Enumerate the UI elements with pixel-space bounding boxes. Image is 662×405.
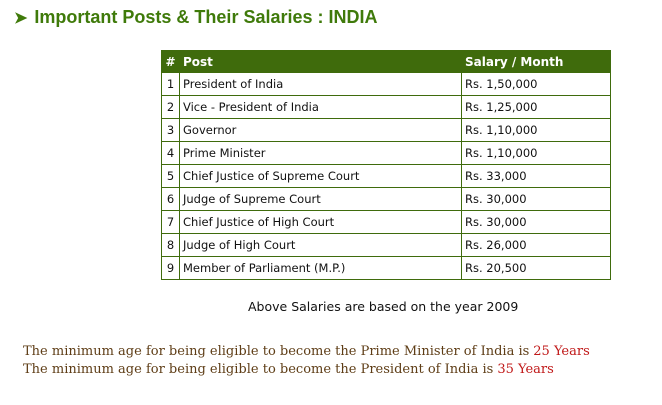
post-cell: Chief Justice of High Court — [179, 210, 462, 234]
age-note-president: The minimum age for being eligible to be… — [23, 362, 554, 377]
post-cell: Judge of High Court — [179, 233, 462, 257]
table-row: 8 Judge of High Court Rs. 26,000 — [161, 233, 611, 257]
header-row: # Post Salary / Month — [161, 50, 611, 73]
row-number: 6 — [161, 187, 180, 211]
salary-table-body: 1 President of India Rs. 1,50,000 2 Vice… — [161, 72, 611, 280]
salary-table-header: # Post Salary / Month — [161, 50, 611, 73]
salary-cell: Rs. 1,10,000 — [461, 118, 611, 142]
table-row: 3 Governor Rs. 1,10,000 — [161, 118, 611, 142]
salary-cell: Rs. 1,25,000 — [461, 95, 611, 119]
table-row: 7 Chief Justice of High Court Rs. 30,000 — [161, 210, 611, 234]
row-number: 5 — [161, 164, 180, 188]
page-title: Important Posts & Their Salaries : INDIA — [34, 7, 378, 27]
post-cell: Vice - President of India — [179, 95, 462, 119]
column-header-salary: Salary / Month — [461, 50, 611, 73]
salary-cell: Rs. 30,000 — [461, 187, 611, 211]
salary-cell: Rs. 20,500 — [461, 256, 611, 280]
age-note-value: 25 Years — [533, 344, 590, 359]
row-number: 8 — [161, 233, 180, 257]
column-header-number: # — [161, 50, 180, 73]
table-row: 1 President of India Rs. 1,50,000 — [161, 72, 611, 96]
age-note-value: 35 Years — [497, 362, 554, 377]
salary-table: # Post Salary / Month 1 President of Ind… — [161, 50, 611, 280]
salary-cell: Rs. 1,50,000 — [461, 72, 611, 96]
salary-cell: Rs. 33,000 — [461, 164, 611, 188]
row-number: 7 — [161, 210, 180, 234]
age-note-prime-minister: The minimum age for being eligible to be… — [23, 344, 590, 359]
salary-cell: Rs. 1,10,000 — [461, 141, 611, 165]
post-cell: President of India — [179, 72, 462, 96]
post-cell: Member of Parliament (M.P.) — [179, 256, 462, 280]
table-row: 5 Chief Justice of Supreme Court Rs. 33,… — [161, 164, 611, 188]
row-number: 4 — [161, 141, 180, 165]
arrow-right-icon: ➤ — [14, 10, 28, 27]
table-row: 2 Vice - President of India Rs. 1,25,000 — [161, 95, 611, 119]
post-cell: Governor — [179, 118, 462, 142]
salary-cell: Rs. 26,000 — [461, 233, 611, 257]
table-row: 9 Member of Parliament (M.P.) Rs. 20,500 — [161, 256, 611, 280]
page-heading: ➤ Important Posts & Their Salaries : IND… — [14, 7, 378, 28]
post-cell: Prime Minister — [179, 141, 462, 165]
table-row: 6 Judge of Supreme Court Rs. 30,000 — [161, 187, 611, 211]
age-note-text: The minimum age for being eligible to be… — [23, 344, 530, 359]
row-number: 3 — [161, 118, 180, 142]
column-header-post: Post — [179, 50, 462, 73]
row-number: 9 — [161, 256, 180, 280]
age-note-text: The minimum age for being eligible to be… — [23, 362, 494, 377]
post-cell: Chief Justice of Supreme Court — [179, 164, 462, 188]
table-row: 4 Prime Minister Rs. 1,10,000 — [161, 141, 611, 165]
row-number: 1 — [161, 72, 180, 96]
post-cell: Judge of Supreme Court — [179, 187, 462, 211]
salary-cell: Rs. 30,000 — [461, 210, 611, 234]
salary-year-note: Above Salaries are based on the year 200… — [248, 299, 519, 314]
row-number: 2 — [161, 95, 180, 119]
